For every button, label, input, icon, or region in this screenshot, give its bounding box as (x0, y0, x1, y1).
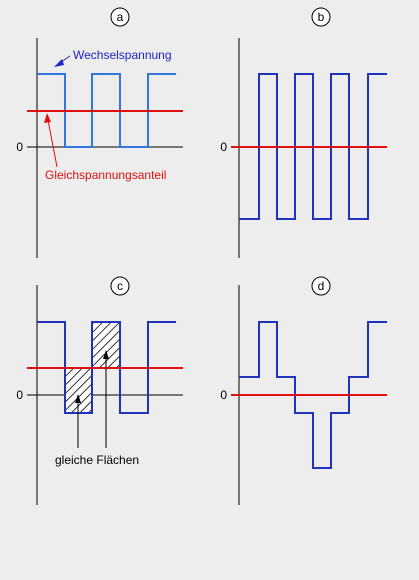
panel-b-letter: b (318, 10, 325, 24)
panel-c: c 0 gleiche Flächen (16, 276, 183, 505)
panel-a-label-ac: Wechselspannung (73, 48, 172, 62)
panel-a-letter: a (117, 10, 124, 24)
panel-b-zero-label: 0 (220, 140, 227, 154)
panel-a-badge (110, 7, 130, 27)
panel-d-zero-label: 0 (220, 388, 227, 402)
panel-c-arrowhead-left (75, 394, 81, 403)
panel-a-dc-arrow-line (47, 119, 58, 168)
panel-a: a 0 Wechselspannung Gleichspannungsantei… (16, 7, 183, 258)
panel-c-badge (110, 276, 130, 296)
panel-c-label-equal: gleiche Flächen (55, 453, 139, 467)
panel-c-letter: c (117, 279, 123, 293)
panel-b-badge (311, 7, 331, 27)
panel-d-waveform (239, 321, 387, 469)
panel-d: d 0 (220, 276, 387, 505)
panel-c-arrowhead-right (103, 350, 109, 359)
panel-a-label-dc: Gleichspannungsanteil (45, 168, 166, 182)
panel-a-zero-label: 0 (16, 140, 23, 154)
panel-b: b 0 (220, 7, 387, 258)
panel-d-badge (311, 276, 331, 296)
panel-a-dc-arrowhead (44, 113, 51, 123)
panel-d-letter: d (318, 279, 325, 293)
panel-a-ac-arrowhead (54, 59, 64, 67)
panel-c-zero-label: 0 (16, 388, 23, 402)
